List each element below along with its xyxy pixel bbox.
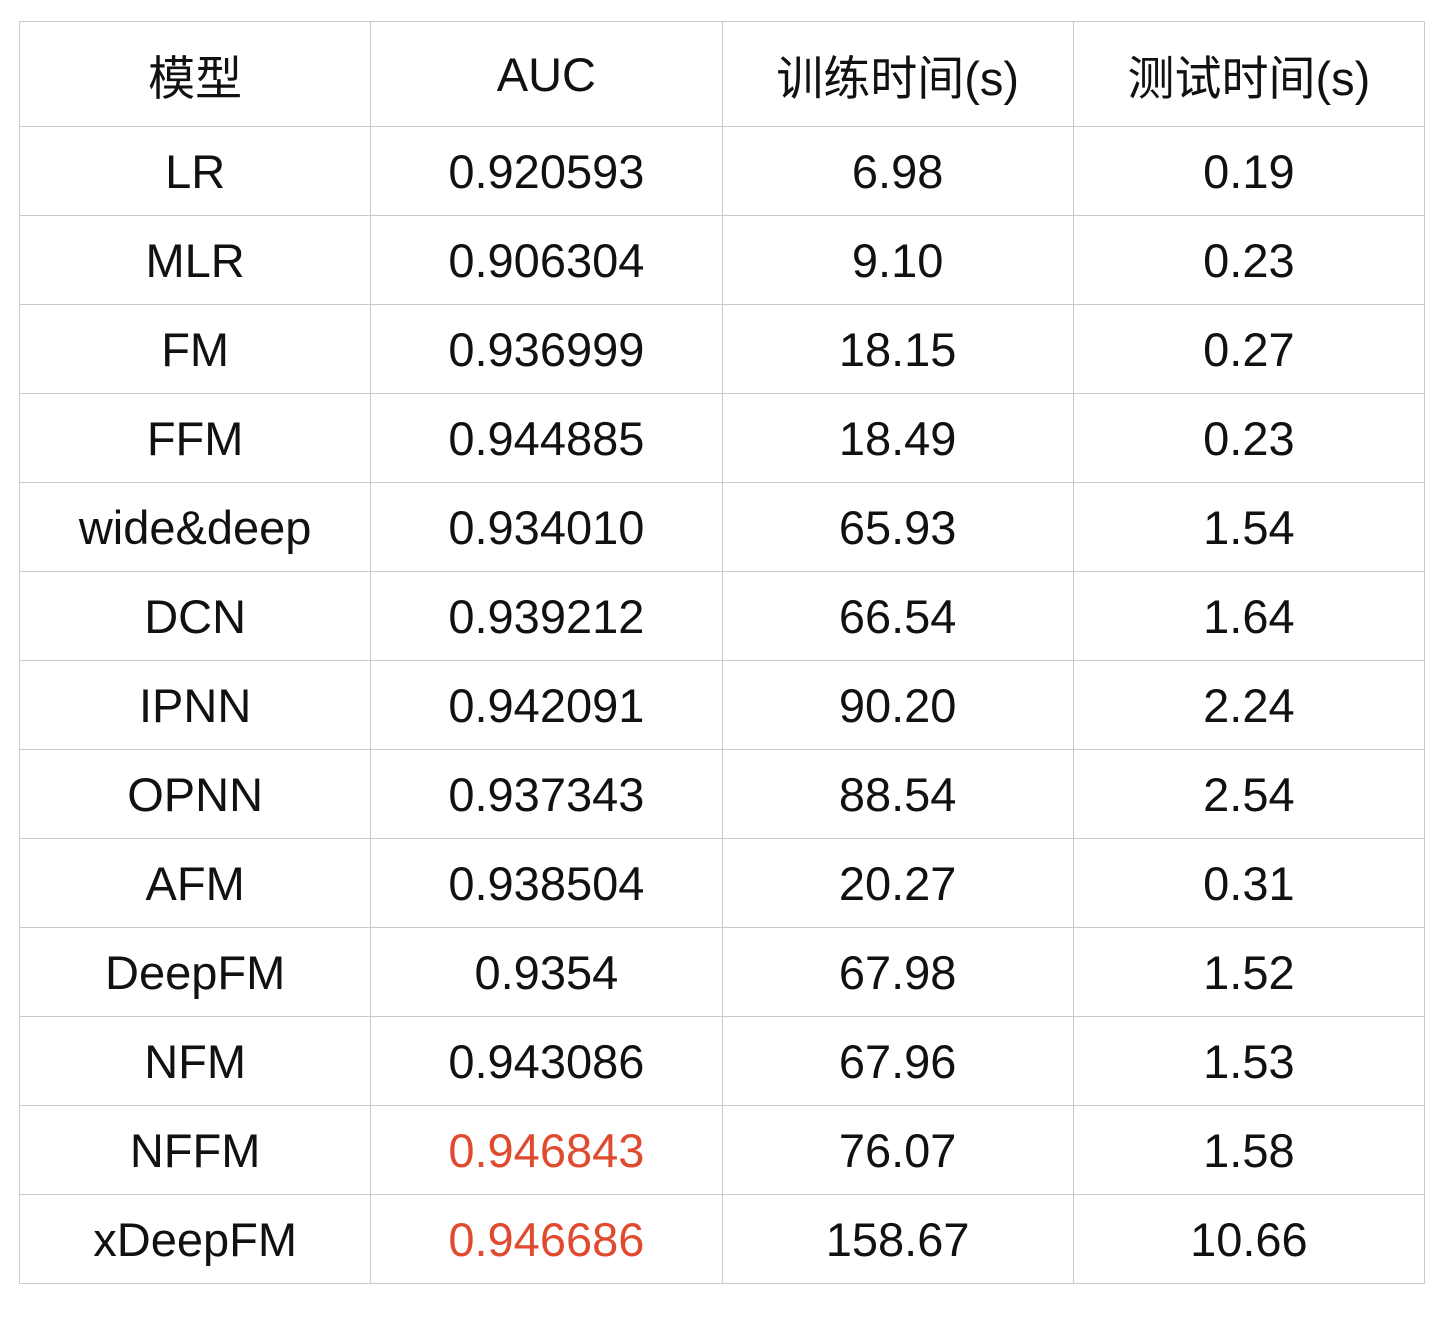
train-time-cell: 76.07 bbox=[721, 1105, 1074, 1195]
train-time-cell: 18.15 bbox=[721, 304, 1074, 394]
model-cell: NFM bbox=[18, 1016, 372, 1106]
auc-cell: 0.938504 bbox=[370, 838, 723, 928]
table-row: DeepFM 0.9354 67.98 1.52 bbox=[18, 927, 1426, 1017]
model-cell: OPNN bbox=[18, 749, 372, 839]
model-cell: LR bbox=[18, 126, 372, 216]
table-row: LR 0.920593 6.98 0.19 bbox=[18, 126, 1426, 216]
auc-cell: 0.920593 bbox=[370, 126, 723, 216]
model-cell: DeepFM bbox=[18, 927, 372, 1017]
header-test-time: 测试时间(s) bbox=[1072, 21, 1426, 127]
test-time-cell: 0.23 bbox=[1072, 215, 1426, 305]
test-time-cell: 0.27 bbox=[1072, 304, 1426, 394]
train-time-cell: 67.96 bbox=[721, 1016, 1074, 1106]
model-cell: FM bbox=[18, 304, 372, 394]
table-row: xDeepFM 0.946686 158.67 10.66 bbox=[18, 1194, 1426, 1284]
model-cell: xDeepFM bbox=[18, 1194, 372, 1284]
model-cell: NFFM bbox=[18, 1105, 372, 1195]
train-time-cell: 66.54 bbox=[721, 571, 1074, 661]
auc-cell: 0.937343 bbox=[370, 749, 723, 839]
header-auc: AUC bbox=[370, 21, 723, 127]
header-train-time: 训练时间(s) bbox=[721, 21, 1074, 127]
model-cell: MLR bbox=[18, 215, 372, 305]
auc-cell: 0.944885 bbox=[370, 393, 723, 483]
train-time-cell: 6.98 bbox=[721, 126, 1074, 216]
train-time-cell: 90.20 bbox=[721, 660, 1074, 750]
table-row: NFFM 0.946843 76.07 1.58 bbox=[18, 1105, 1426, 1195]
table-row: NFM 0.943086 67.96 1.53 bbox=[18, 1016, 1426, 1106]
train-time-cell: 88.54 bbox=[721, 749, 1074, 839]
auc-cell: 0.946686 bbox=[370, 1194, 723, 1284]
test-time-cell: 2.24 bbox=[1072, 660, 1426, 750]
table-header-row: 模型 AUC 训练时间(s) 测试时间(s) bbox=[18, 21, 1426, 127]
table-row: FM 0.936999 18.15 0.27 bbox=[18, 304, 1426, 394]
test-time-cell: 10.66 bbox=[1072, 1194, 1426, 1284]
test-time-cell: 1.64 bbox=[1072, 571, 1426, 661]
header-model: 模型 bbox=[18, 21, 372, 127]
test-time-cell: 1.58 bbox=[1072, 1105, 1426, 1195]
auc-cell: 0.906304 bbox=[370, 215, 723, 305]
train-time-cell: 18.49 bbox=[721, 393, 1074, 483]
table-row: DCN 0.939212 66.54 1.64 bbox=[18, 571, 1426, 661]
test-time-cell: 0.19 bbox=[1072, 126, 1426, 216]
model-cell: wide&deep bbox=[18, 482, 372, 572]
table-row: FFM 0.944885 18.49 0.23 bbox=[18, 393, 1426, 483]
train-time-cell: 65.93 bbox=[721, 482, 1074, 572]
auc-cell: 0.934010 bbox=[370, 482, 723, 572]
table-row: MLR 0.906304 9.10 0.23 bbox=[18, 215, 1426, 305]
test-time-cell: 0.31 bbox=[1072, 838, 1426, 928]
train-time-cell: 158.67 bbox=[721, 1194, 1074, 1284]
test-time-cell: 1.54 bbox=[1072, 482, 1426, 572]
test-time-cell: 2.54 bbox=[1072, 749, 1426, 839]
table-row: IPNN 0.942091 90.20 2.24 bbox=[18, 660, 1426, 750]
model-cell: DCN bbox=[18, 571, 372, 661]
table-row: wide&deep 0.934010 65.93 1.54 bbox=[18, 482, 1426, 572]
auc-cell: 0.942091 bbox=[370, 660, 723, 750]
model-comparison-table: 模型 AUC 训练时间(s) 测试时间(s) LR 0.920593 6.98 0.1… bbox=[18, 21, 1426, 1284]
test-time-cell: 0.23 bbox=[1072, 393, 1426, 483]
train-time-cell: 9.10 bbox=[721, 215, 1074, 305]
model-cell: AFM bbox=[18, 838, 372, 928]
model-cell: FFM bbox=[18, 393, 372, 483]
test-time-cell: 1.53 bbox=[1072, 1016, 1426, 1106]
train-time-cell: 67.98 bbox=[721, 927, 1074, 1017]
model-cell: IPNN bbox=[18, 660, 372, 750]
train-time-cell: 20.27 bbox=[721, 838, 1074, 928]
auc-cell: 0.946843 bbox=[370, 1105, 723, 1195]
auc-cell: 0.9354 bbox=[370, 927, 723, 1017]
table-row: AFM 0.938504 20.27 0.31 bbox=[18, 838, 1426, 928]
auc-cell: 0.943086 bbox=[370, 1016, 723, 1106]
test-time-cell: 1.52 bbox=[1072, 927, 1426, 1017]
auc-cell: 0.939212 bbox=[370, 571, 723, 661]
table-row: OPNN 0.937343 88.54 2.54 bbox=[18, 749, 1426, 839]
auc-cell: 0.936999 bbox=[370, 304, 723, 394]
table-body: LR 0.920593 6.98 0.19 MLR 0.906304 9.10 0.23 FM 0… bbox=[18, 126, 1426, 1284]
